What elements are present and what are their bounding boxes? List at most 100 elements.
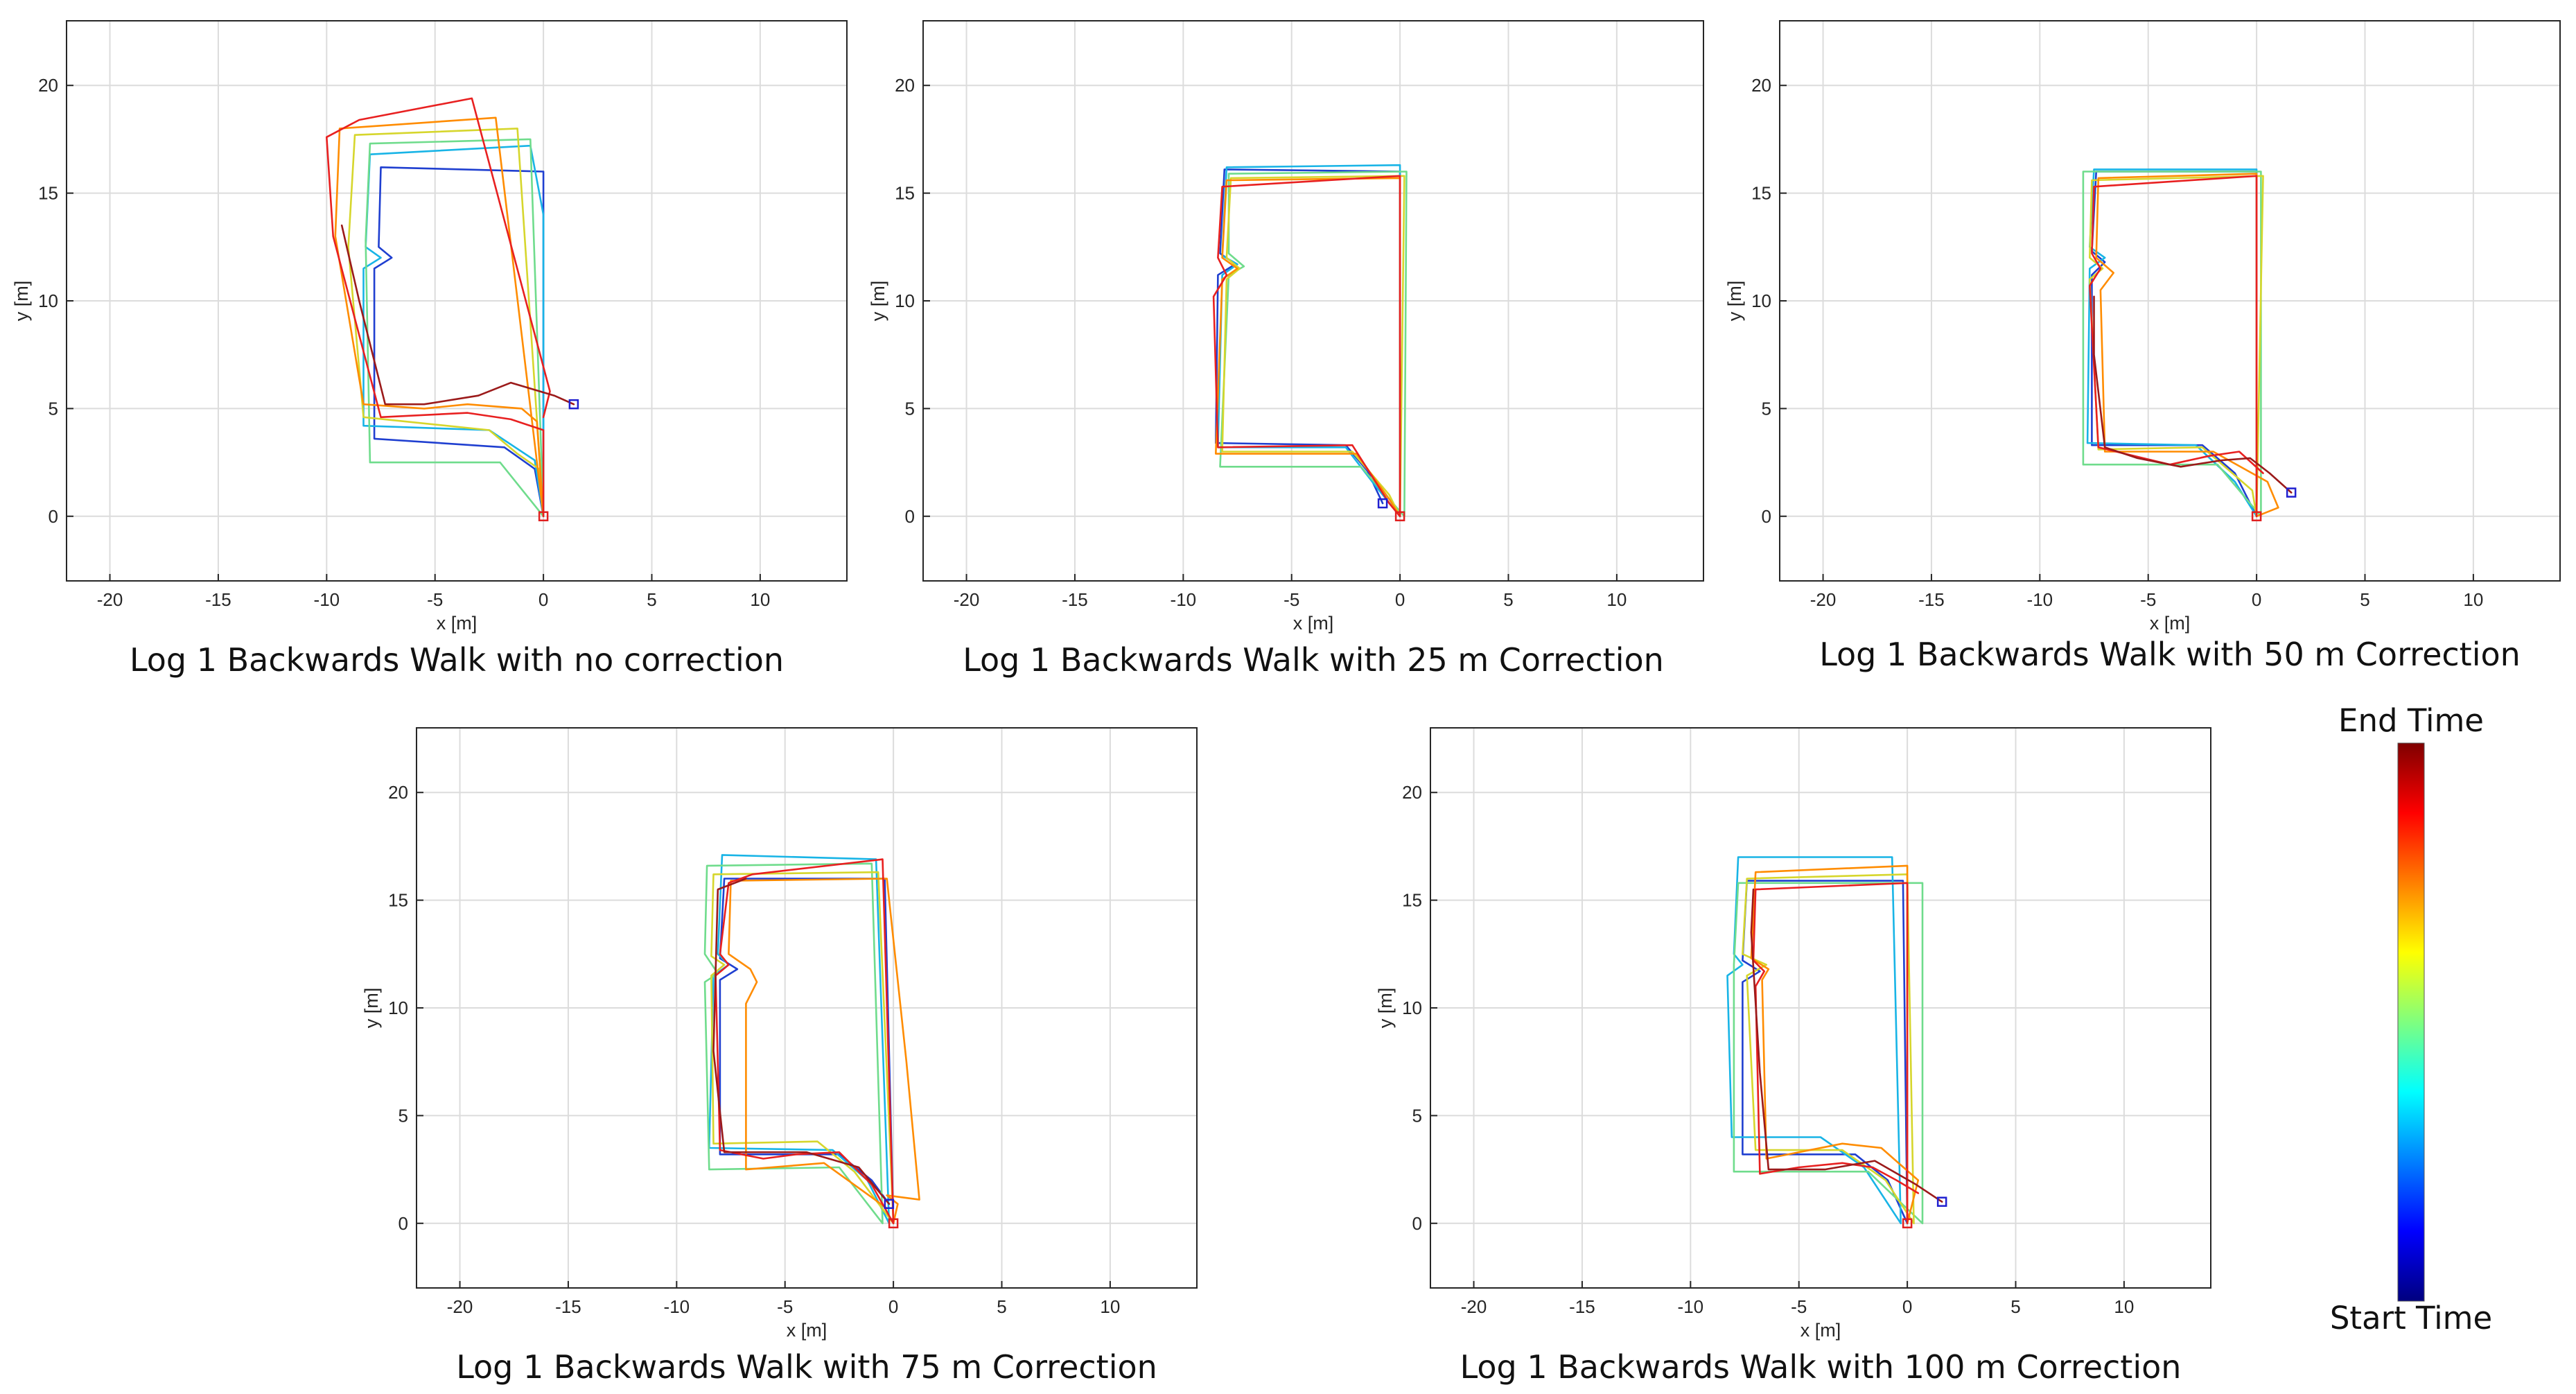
trajectory-line-t7	[340, 224, 575, 406]
axes-frame	[416, 727, 1198, 1289]
start-marker	[1902, 1218, 1913, 1229]
x-tick-label: -15	[555, 1296, 581, 1317]
trajectory-line-t1	[373, 166, 545, 518]
end-marker	[568, 399, 579, 410]
plot-panel-4: -20 -15 -10 -5 0 5 10 0 5 10 15 20 x [m] y [m] Log 1 B…	[361, 727, 1198, 1386]
x-tick-label: -5	[427, 589, 443, 610]
x-tick-label: -10	[1171, 589, 1197, 610]
x-tick-label: -5	[1791, 1296, 1807, 1317]
y-tick-label: 10	[388, 997, 408, 1018]
trajectory-line-t6	[2089, 175, 2264, 518]
y-tick-label: 0	[905, 506, 915, 527]
x-tick-label: -5	[1283, 589, 1299, 610]
end-marker	[2286, 487, 2297, 498]
plot-title: Log 1 Backwards Walk with 100 m Correcti…	[1460, 1348, 2182, 1386]
trajectory-line-t3	[1219, 171, 1408, 518]
y-tick-label: 20	[38, 75, 58, 96]
x-tick-label: 10	[1606, 589, 1627, 610]
trajectory-line-t6	[1752, 882, 1920, 1225]
x-tick-label: -15	[1062, 589, 1088, 610]
x-axis-label: x [m]	[1800, 1320, 1841, 1341]
y-tick-label: 20	[1402, 782, 1422, 803]
x-tick-label: 10	[1100, 1296, 1120, 1317]
trajectory-line-t5	[2095, 173, 2279, 518]
x-tick-label: 0	[538, 589, 548, 610]
y-axis-label: y [m]	[868, 281, 888, 322]
trajectory-line-t5	[1750, 864, 1920, 1225]
x-tick-label: -15	[1918, 589, 1945, 610]
end-marker	[1377, 498, 1388, 509]
trajectory-line-t7	[1750, 888, 1943, 1203]
x-tick-label: 10	[2463, 589, 2483, 610]
trajectory-line-t4	[1742, 873, 1915, 1225]
x-tick-label: 5	[997, 1296, 1006, 1317]
y-tick-label: 10	[38, 290, 58, 311]
colorbar: End Time Start Time	[2330, 702, 2492, 1336]
trajectory-line-t2	[1726, 856, 1902, 1225]
trajectory-line-t4	[710, 871, 895, 1225]
trajectory-line-t3	[365, 138, 545, 518]
trajectory-line-t3	[1733, 882, 1924, 1225]
x-tick-label: -15	[205, 589, 231, 610]
y-tick-label: 10	[1751, 290, 1771, 311]
x-tick-label: 10	[2114, 1296, 2134, 1317]
x-tick-label: 0	[2252, 589, 2261, 610]
trajectory-line-t7	[712, 878, 891, 1205]
plot-panel-3: -20 -15 -10 -5 0 5 10 0 5 10 15 20 x [m] y [m] Log 1 B…	[1724, 20, 2561, 673]
x-tick-label: 10	[750, 589, 770, 610]
plot-title: Log 1 Backwards Walk with 75 m Correctio…	[456, 1348, 1157, 1386]
y-axis-label: y [m]	[1375, 988, 1396, 1029]
start-marker	[888, 1218, 899, 1229]
x-tick-label: 0	[1395, 589, 1405, 610]
y-tick-label: 5	[905, 398, 915, 419]
y-tick-label: 10	[895, 290, 915, 311]
trajectory-line-t4	[347, 128, 545, 518]
x-tick-label: -15	[1569, 1296, 1595, 1317]
x-tick-label: -5	[2140, 589, 2156, 610]
y-tick-label: 15	[388, 890, 408, 911]
y-tick-label: 20	[895, 75, 915, 96]
axes-frame	[922, 20, 1704, 582]
x-tick-label: 0	[888, 1296, 898, 1317]
y-tick-label: 20	[388, 782, 408, 803]
end-marker	[884, 1199, 895, 1210]
y-axis-label: y [m]	[11, 281, 32, 322]
colorbar-top-label: End Time	[2338, 702, 2484, 739]
x-tick-label: 5	[1503, 589, 1513, 610]
y-tick-label: 0	[1412, 1213, 1422, 1234]
y-tick-label: 0	[49, 506, 58, 527]
x-tick-label: 5	[2010, 1296, 2020, 1317]
y-tick-label: 5	[49, 398, 58, 419]
end-marker	[1936, 1196, 1947, 1207]
y-axis-label: y [m]	[1724, 281, 1745, 322]
start-marker	[538, 511, 549, 522]
y-tick-label: 15	[1751, 183, 1771, 204]
y-tick-label: 10	[1402, 997, 1422, 1018]
trajectory-line-t2	[362, 144, 545, 518]
x-tick-label: 5	[2360, 589, 2369, 610]
axes-frame	[1779, 20, 2561, 582]
x-tick-label: 0	[1902, 1296, 1912, 1317]
y-axis-label: y [m]	[361, 988, 382, 1029]
y-tick-label: 0	[398, 1213, 408, 1234]
x-tick-label: -10	[664, 1296, 690, 1317]
plot-panel-5: -20 -15 -10 -5 0 5 10 0 5 10 15 20 x [m] y [m] Log 1 B…	[1375, 727, 2211, 1386]
axes-frame	[66, 20, 848, 582]
plot-title: Log 1 Backwards Walk with no correction	[130, 641, 784, 679]
y-tick-label: 5	[398, 1105, 408, 1126]
y-tick-label: 5	[1762, 398, 1771, 419]
x-tick-label: -5	[777, 1296, 793, 1317]
plot-panels: -20 -15 -10 -5 0 5 10 0 5 10 15 20 x [m] y [m] Log 1 B…	[11, 20, 2561, 1386]
x-tick-label: -20	[97, 589, 123, 610]
plot-title: Log 1 Backwards Walk with 50 m Correctio…	[1819, 636, 2521, 673]
y-tick-label: 0	[1762, 506, 1771, 527]
plot-panel-1: -20 -15 -10 -5 0 5 10 0 5 10 15 20 x [m] y [m] Log 1 B…	[11, 20, 848, 679]
x-axis-label: x [m]	[437, 613, 477, 634]
trajectory-line-t6	[325, 97, 551, 518]
trajectory-line-t6	[1212, 175, 1401, 518]
y-tick-label: 15	[38, 183, 58, 204]
x-tick-label: -20	[447, 1296, 473, 1317]
trajectory-line-t7	[2093, 295, 2293, 494]
x-tick-label: -20	[954, 589, 980, 610]
x-tick-label: -10	[314, 589, 340, 610]
